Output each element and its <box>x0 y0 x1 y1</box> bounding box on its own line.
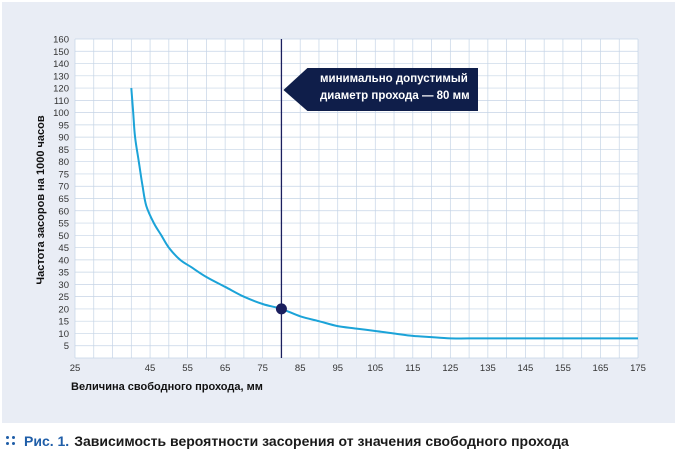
y-tick-label: 60 <box>58 206 69 217</box>
y-tick-label: 15 <box>58 317 69 328</box>
figure-caption: Рис. 1. Зависимость вероятности засорени… <box>6 430 671 452</box>
x-tick-label: 55 <box>182 363 193 374</box>
x-tick-label: 95 <box>332 363 343 374</box>
x-tick-label: 115 <box>405 363 420 374</box>
y-tick-label: 30 <box>58 280 69 291</box>
y-tick-label: 90 <box>58 133 69 144</box>
x-tick-label: 75 <box>257 363 268 374</box>
y-tick-label: 100 <box>53 108 69 119</box>
y-tick-label: 35 <box>58 268 69 279</box>
y-tick-label: 45 <box>58 243 69 254</box>
series-line <box>130 88 638 340</box>
x-tick-label: 165 <box>593 363 609 374</box>
y-tick-label: 95 <box>58 120 69 131</box>
y-tick-label: 65 <box>58 194 69 205</box>
y-tick-label: 40 <box>58 255 69 266</box>
y-tick-label: 160 <box>53 35 69 46</box>
x-tick-label: 125 <box>442 363 458 374</box>
x-tick-label: 85 <box>295 363 306 374</box>
y-tick-label: 20 <box>58 304 69 315</box>
y-tick-label: 85 <box>58 145 69 156</box>
caption-prefix: Рис. 1. <box>24 433 70 449</box>
data-marker <box>275 303 287 315</box>
y-tick-label: 120 <box>53 84 69 95</box>
y-tick-label: 80 <box>58 157 69 168</box>
y-tick-label: 70 <box>58 182 69 193</box>
callout-line-2: диаметр прохода — 80 мм <box>320 90 470 102</box>
y-tick-label: 5 <box>64 341 69 352</box>
y-tick-label: 110 <box>54 96 69 107</box>
x-tick-label: 155 <box>555 363 571 374</box>
y-tick-label: 25 <box>58 292 69 303</box>
x-axis-title: Величина свободного прохода, мм <box>71 381 263 393</box>
y-tick-label: 50 <box>58 231 69 242</box>
y-tick-label: 150 <box>53 47 69 58</box>
x-ticks: 25 45 55 65 75 85 95 105 115 125 135 145 155 165 175 <box>70 363 646 374</box>
x-tick-label: 145 <box>517 363 533 374</box>
callout-arrow-box <box>283 68 478 111</box>
y-tick-label: 130 <box>53 71 69 82</box>
x-tick-label: 45 <box>145 363 156 374</box>
y-tick-label: 75 <box>58 169 69 180</box>
y-tick-label: 10 <box>58 329 69 340</box>
y-tick-label: 55 <box>58 219 69 230</box>
x-tick-label: 135 <box>480 363 496 374</box>
y-axis-title: Частота засоров на 1000 часов <box>35 115 47 284</box>
caption-dots-icon <box>6 436 16 446</box>
caption-text: Зависимость вероятности засорения от зна… <box>74 433 569 449</box>
annotation-callout: минимально допустимый диаметр прохода — … <box>283 68 478 111</box>
chart: 5101520253035404550556065707580859095100… <box>35 35 646 394</box>
grid <box>74 38 639 359</box>
y-tick-label: 140 <box>53 59 69 70</box>
x-tick-label: 65 <box>220 363 231 374</box>
callout-line-1: минимально допустимый <box>320 73 468 85</box>
x-tick-label: 175 <box>630 363 646 374</box>
x-tick-label: 105 <box>367 363 383 374</box>
x-tick-label: 25 <box>70 363 81 374</box>
